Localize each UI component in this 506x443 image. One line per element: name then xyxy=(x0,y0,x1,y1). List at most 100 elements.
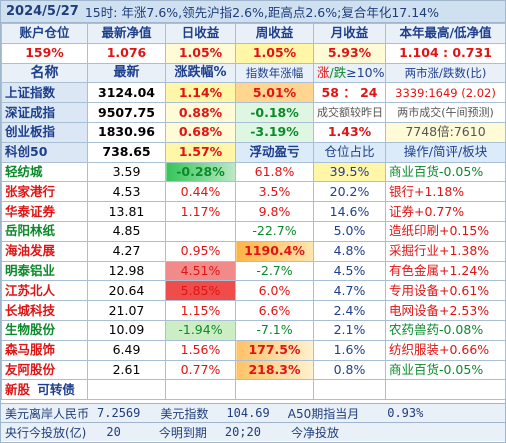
value-week-return: 1.05% xyxy=(235,42,314,64)
stock-latest: 12.98 xyxy=(87,260,166,282)
stock-pnl: -22.7% xyxy=(235,220,314,242)
stock-sector-note: 专用设备+0.61% xyxy=(385,280,506,302)
label-month-return: 月收益 xyxy=(313,23,386,44)
new-stock-label[interactable]: 新股 xyxy=(5,381,31,397)
index-header-row: 名称 最新 涨跌幅% 指数年涨幅 涨/跌≥10% 两市涨/跌数(比) xyxy=(1,62,506,84)
stock-change: 1.56% xyxy=(165,339,236,361)
stock-pnl: 1190.4% xyxy=(235,240,314,262)
updown-threshold: ≥10% xyxy=(346,64,385,80)
dxy-label: 美元指数 xyxy=(160,406,209,421)
stock-latest: 4.27 xyxy=(87,240,166,262)
stock-row[interactable]: 岳阳林纸 4.85 -22.7% 5.0% 造纸印刷+0.15% xyxy=(1,220,506,242)
stock-position: 2.4% xyxy=(313,300,386,321)
index-name: 深证成指 xyxy=(1,102,88,123)
index-row-sz[interactable]: 深证成指 9507.75 0.88% -0.18% 成交额较昨日 两市成交(午间… xyxy=(1,102,506,123)
stock-pnl: -7.1% xyxy=(235,319,314,341)
stock-position: 2.1% xyxy=(313,319,386,341)
stock-pnl: 9.8% xyxy=(235,201,314,222)
label-day-return: 日收益 xyxy=(165,23,236,44)
stock-change: 1.15% xyxy=(165,300,236,321)
stock-row[interactable]: 江苏北人 20.64 5.85% 6.0% 4.7% 专用设备+0.61% xyxy=(1,280,506,302)
turnover-change: 1.43% xyxy=(313,121,386,143)
stock-row[interactable]: 友阿股份 2.61 0.77% 218.3% 0.8% 商业百货-0.05% xyxy=(1,359,506,381)
stock-name: 张家港行 xyxy=(1,181,88,203)
turnover-vs-yesterday-label: 成交额较昨日 xyxy=(313,102,386,123)
value-month-return: 5.93% xyxy=(313,42,386,64)
market-updown: 3339:1649 (2.02) xyxy=(385,82,506,104)
index-year: -0.18% xyxy=(235,102,314,123)
index-row-kc50[interactable]: 科创50 738.65 1.57% 浮动盈亏 仓位占比 操作/简评/板块 xyxy=(1,141,506,163)
stock-position: 1.6% xyxy=(313,339,386,361)
stock-row[interactable]: 明泰铝业 12.98 4.51% -2.7% 4.5% 有色金属+1.24% xyxy=(1,260,506,282)
stock-name: 友阿股份 xyxy=(1,359,88,381)
label-nav: 最新净值 xyxy=(87,23,166,44)
stock-name: 海油发展 xyxy=(1,240,88,262)
stock-position: 5.0% xyxy=(313,220,386,242)
stock-change: 1.17% xyxy=(165,201,236,222)
maturity-label: 今明到期 xyxy=(158,425,207,440)
convertible-bond-label[interactable]: 可转债 xyxy=(37,381,75,397)
dxy-value: 104.69 xyxy=(226,406,270,420)
stock-row[interactable]: 轻纺城 3.59 -0.28% 61.8% 39.5% 商业百货-0.05% xyxy=(1,161,506,183)
updown-count: 58 ： 24 xyxy=(313,82,386,104)
stock-row[interactable]: 长城科技 21.07 1.15% 6.6% 2.4% 电网设备+2.53% xyxy=(1,300,506,321)
col-operation-note: 操作/简评/板块 xyxy=(385,141,506,163)
index-row-cyb[interactable]: 创业板指 1830.96 0.68% -3.19% 1.43% 7748倍:76… xyxy=(1,121,506,143)
stock-name: 轻纺城 xyxy=(1,161,88,183)
account-values-row: 159% 1.076 1.05% 1.05% 5.93% 1.104 : 0.7… xyxy=(1,42,506,64)
stock-latest: 20.64 xyxy=(87,280,166,302)
empty-cell xyxy=(165,379,236,401)
stock-row[interactable]: 生物股份 10.09 -1.94% -7.1% 2.1% 农药兽药-0.08% xyxy=(1,319,506,341)
new-issue-cell[interactable]: 新股 可转债 xyxy=(1,379,88,401)
index-name: 上证指数 xyxy=(1,82,88,104)
stock-row[interactable]: 张家港行 4.53 0.44% 3.5% 20.2% 银行+1.18% xyxy=(1,181,506,203)
stock-row[interactable]: 华泰证券 13.81 1.17% 9.8% 14.6% 证券+0.77% xyxy=(1,201,506,222)
stock-change: 0.44% xyxy=(165,181,236,203)
col-market-updown: 两市涨/跌数(比) xyxy=(385,62,506,84)
value-year-high-low: 1.104 : 0.731 xyxy=(385,42,506,64)
index-year: 5.01% xyxy=(235,82,314,104)
turnover-forecast: 7748倍:7610 xyxy=(385,121,506,143)
header-date: 2024/5/27 xyxy=(6,4,79,19)
col-change: 涨跌幅% xyxy=(165,62,236,84)
stock-sector-note: 造纸印刷+0.15% xyxy=(385,220,506,242)
stock-name: 岳阳林纸 xyxy=(1,220,88,242)
stock-latest: 2.61 xyxy=(87,359,166,381)
stock-sector-note: 商业百货-0.05% xyxy=(385,359,506,381)
stock-position: 4.8% xyxy=(313,240,386,262)
stock-position: 14.6% xyxy=(313,201,386,222)
portfolio-table: 账户仓位 最新净值 日收益 周收益 月收益 本年最高/低净值 159% 1.07… xyxy=(1,23,506,401)
stock-change: -0.28% xyxy=(165,161,236,183)
index-change: 0.88% xyxy=(165,102,236,123)
col-latest: 最新 xyxy=(87,62,166,84)
stock-sector-note: 农药兽药-0.08% xyxy=(385,319,506,341)
header-summary: 15时: 年涨7.6%,领先沪指2.6%,距高点2.6%;复合年化17.14% xyxy=(84,5,440,20)
stock-position: 0.8% xyxy=(313,359,386,381)
stock-position: 4.5% xyxy=(313,260,386,282)
empty-cell xyxy=(235,379,314,401)
new-issue-row[interactable]: 新股 可转债 xyxy=(1,379,506,401)
stock-sector-note: 商业百货-0.05% xyxy=(385,161,506,183)
index-latest: 738.65 xyxy=(87,141,166,163)
usdcnh-value: 7.2569 xyxy=(97,406,141,420)
maturity-value: 20;20 xyxy=(224,425,261,439)
stock-sector-note: 有色金属+1.24% xyxy=(385,260,506,282)
stock-row[interactable]: 海油发展 4.27 0.95% 1190.4% 4.8% 采掘行业+1.38% xyxy=(1,240,506,262)
stock-pnl: 218.3% xyxy=(235,359,314,381)
index-change: 0.68% xyxy=(165,121,236,143)
a50-label: A50期指当月 xyxy=(287,406,360,421)
stock-row[interactable]: 森马服饰 6.49 1.56% 177.5% 1.6% 纺织服装+0.66% xyxy=(1,339,506,361)
stock-name: 华泰证券 xyxy=(1,201,88,222)
label-week-return: 周收益 xyxy=(235,23,314,44)
value-nav: 1.076 xyxy=(87,42,166,64)
empty-cell xyxy=(313,379,386,401)
stock-change xyxy=(165,220,236,242)
stock-name: 长城科技 xyxy=(1,300,88,321)
index-row-sh[interactable]: 上证指数 3124.04 1.14% 5.01% 58 ： 24 3339:16… xyxy=(1,82,506,104)
stock-sector-note: 银行+1.18% xyxy=(385,181,506,203)
updown-up-label: 涨 xyxy=(317,64,330,80)
index-latest: 1830.96 xyxy=(87,121,166,143)
index-change: 1.57% xyxy=(165,141,236,163)
summary-header: 2024/5/27 15时: 年涨7.6%,领先沪指2.6%,距高点2.6%;复… xyxy=(1,1,505,23)
stock-latest: 21.07 xyxy=(87,300,166,321)
